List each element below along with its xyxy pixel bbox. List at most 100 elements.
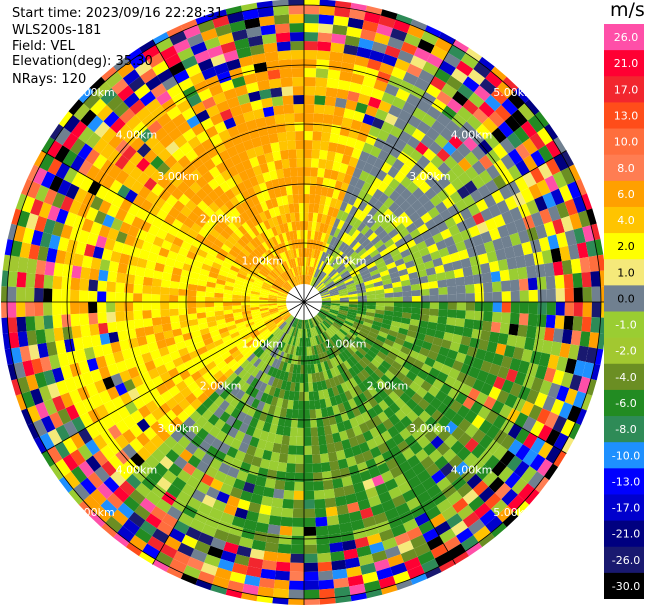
velocity-gate	[438, 309, 448, 318]
velocity-gate	[124, 357, 136, 370]
velocity-gate	[379, 327, 390, 335]
velocity-gate	[191, 468, 205, 482]
velocity-gate	[309, 409, 317, 419]
velocity-gate	[285, 185, 293, 196]
velocity-gate	[201, 96, 217, 110]
velocity-gate	[321, 303, 331, 307]
velocity-gate	[52, 302, 62, 316]
velocity-gate	[208, 166, 221, 179]
velocity-gate	[78, 360, 90, 375]
velocity-gate	[259, 458, 271, 470]
velocity-gate	[267, 273, 276, 281]
velocity-gate	[232, 302, 242, 306]
velocity-gate	[10, 240, 23, 257]
velocity-gate	[201, 183, 214, 195]
velocity-gate	[560, 167, 576, 185]
velocity-gate	[107, 227, 120, 241]
velocity-gate	[211, 261, 222, 270]
velocity-gate	[409, 228, 421, 239]
velocity-gate	[423, 334, 435, 344]
velocity-gate	[400, 248, 411, 259]
velocity-gate	[400, 41, 418, 56]
velocity-gate	[436, 112, 452, 128]
velocity-gate	[220, 550, 237, 563]
velocity-gate	[151, 105, 167, 121]
velocity-gate	[283, 371, 289, 382]
velocity-gate	[406, 181, 419, 194]
velocity-gate	[559, 342, 571, 359]
velocity-gate	[324, 319, 332, 327]
velocity-gate	[227, 125, 240, 138]
velocity-gate	[340, 211, 349, 222]
velocity-gate	[359, 122, 372, 134]
colorbar-swatch	[604, 285, 644, 312]
velocity-gate	[404, 434, 418, 448]
velocity-gate	[138, 128, 154, 143]
velocity-gate	[151, 309, 161, 318]
velocity-gate	[314, 507, 327, 518]
velocity-gate	[71, 325, 82, 339]
velocity-gate	[366, 375, 377, 386]
velocity-gate	[450, 177, 465, 191]
velocity-gate	[200, 28, 218, 42]
velocity-gate	[395, 579, 413, 591]
velocity-gate	[248, 501, 261, 514]
velocity-gate	[397, 381, 409, 393]
velocity-gate	[265, 277, 274, 284]
velocity-gate	[291, 277, 297, 286]
velocity-gate	[150, 420, 164, 435]
velocity-gate	[1, 286, 8, 302]
velocity-gate	[304, 221, 309, 231]
velocity-gate	[590, 363, 601, 381]
velocity-gate	[136, 142, 152, 158]
velocity-gate	[282, 323, 290, 333]
velocity-gate	[26, 181, 41, 199]
velocity-gate	[465, 284, 475, 294]
velocity-gate	[491, 400, 505, 415]
velocity-gate	[161, 323, 172, 332]
velocity-gate	[388, 486, 403, 500]
velocity-gate	[460, 257, 472, 269]
velocity-gate	[44, 261, 56, 276]
velocity-gate	[272, 256, 280, 266]
velocity-gate	[258, 326, 268, 334]
velocity-gate	[293, 499, 304, 509]
velocity-gate	[469, 458, 485, 474]
velocity-gate	[490, 88, 508, 105]
velocity-gate	[92, 153, 108, 170]
velocity-gate	[218, 462, 231, 475]
velocity-gate	[330, 423, 339, 434]
velocity-gate	[260, 328, 269, 336]
velocity-gate	[317, 344, 324, 354]
velocity-gate	[320, 361, 327, 372]
start-time-label: Start time: 2023/09/16 22:28:31	[12, 6, 224, 21]
velocity-gate	[221, 261, 232, 270]
velocity-gate	[233, 113, 246, 126]
velocity-gate	[238, 422, 250, 434]
velocity-gate	[350, 119, 363, 131]
velocity-gate	[485, 410, 499, 425]
velocity-gate	[297, 409, 304, 419]
velocity-gate	[457, 432, 472, 447]
velocity-gate	[92, 246, 105, 259]
velocity-gate	[145, 490, 162, 506]
velocity-gate	[364, 365, 374, 376]
velocity-gate	[498, 185, 513, 200]
velocity-gate	[253, 530, 268, 542]
velocity-gate	[317, 552, 332, 563]
velocity-gate	[387, 228, 399, 239]
velocity-gate	[308, 382, 314, 392]
velocity-gate	[522, 432, 538, 450]
velocity-gate	[217, 219, 228, 230]
velocity-gate	[321, 305, 331, 309]
velocity-gate	[136, 363, 148, 376]
velocity-gate	[507, 92, 525, 110]
velocity-gate	[223, 302, 233, 307]
velocity-gate	[73, 187, 88, 204]
velocity-gate	[478, 419, 493, 435]
velocity-gate	[474, 292, 484, 302]
colorbar-swatch	[604, 180, 644, 208]
velocity-gate	[349, 417, 359, 428]
velocity-gate	[292, 400, 299, 410]
velocity-gate	[505, 221, 518, 236]
